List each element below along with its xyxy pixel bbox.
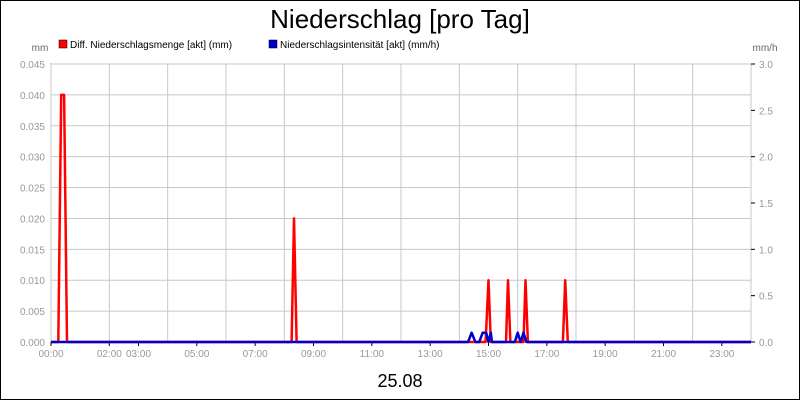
x-tick-label: 19:00 <box>593 349 618 360</box>
x-tick-label: 05:00 <box>184 349 209 360</box>
y-right-tick-label: 2.0 <box>759 153 773 164</box>
x-tick-label: 17:00 <box>534 349 559 360</box>
y-right-tick-label: 3.0 <box>759 60 773 71</box>
y-left-tick-label: 0.025 <box>20 184 45 195</box>
chart-title: Niederschlag [pro Tag] <box>270 4 530 34</box>
left-axis-unit: mm <box>32 43 49 54</box>
x-tick-label: 02:00 <box>97 349 122 360</box>
y-left-tick-label: 0.035 <box>20 122 45 133</box>
legend-swatch-intensitaet <box>268 39 278 49</box>
legend-label-menge: Diff. Niederschlagsmenge [akt] (mm) <box>70 40 232 51</box>
x-tick-label: 15:00 <box>476 349 501 360</box>
y-right-tick-label: 2.5 <box>759 106 773 117</box>
date-label: 25.08 <box>377 371 422 391</box>
y-left-tick-label: 0.020 <box>20 214 45 225</box>
series-layer <box>51 93 751 344</box>
y-left-ticks: 0.000 0.005 0.010 0.015 0.020 0.025 0.030 0.035… <box>20 60 45 349</box>
x-tick-label: 09:00 <box>301 349 326 360</box>
right-axis-unit: mm/h <box>753 43 778 54</box>
y-right-tick-label: 1.0 <box>759 245 773 256</box>
grid <box>50 63 752 343</box>
y-left-tick-label: 0.005 <box>20 307 45 318</box>
y-left-tick-label: 0.015 <box>20 245 45 256</box>
y-left-tick-label: 0.030 <box>20 153 45 164</box>
legend-label-intensitaet: Niederschlagsintensität [akt] (mm/h) <box>280 40 440 51</box>
y-right-tick-label: 0.0 <box>759 338 773 349</box>
series-line-niederschlagsintensitaet <box>51 331 751 344</box>
y-right-tick-label: 1.5 <box>759 199 773 210</box>
x-tick-label: 11:00 <box>360 349 385 360</box>
x-tick-label: 00:00 <box>38 349 63 360</box>
x-tick-label: 03:00 <box>126 349 151 360</box>
x-tick-label: 13:00 <box>418 349 443 360</box>
y-left-tick-label: 0.000 <box>20 338 45 349</box>
y-right-tick-label: 0.5 <box>759 292 773 303</box>
x-tick-label: 21:00 <box>651 349 676 360</box>
legend-swatch-menge <box>58 39 68 49</box>
x-tick-label: 07:00 <box>243 349 268 360</box>
x-ticks: 00:00 02:00 03:00 05:00 07:00 09:00 11:00 13:00… <box>38 342 735 360</box>
y-left-tick-label: 0.040 <box>20 91 45 102</box>
y-left-tick-label: 0.010 <box>20 276 45 287</box>
y-right-ticks: 0.0 0.5 1.0 1.5 2.0 2.5 3.0 <box>751 60 773 349</box>
legend: Diff. Niederschlagsmenge [akt] (mm) Nied… <box>58 39 440 51</box>
x-tick-label: 23:00 <box>709 349 734 360</box>
y-left-tick-label: 0.045 <box>20 60 45 71</box>
